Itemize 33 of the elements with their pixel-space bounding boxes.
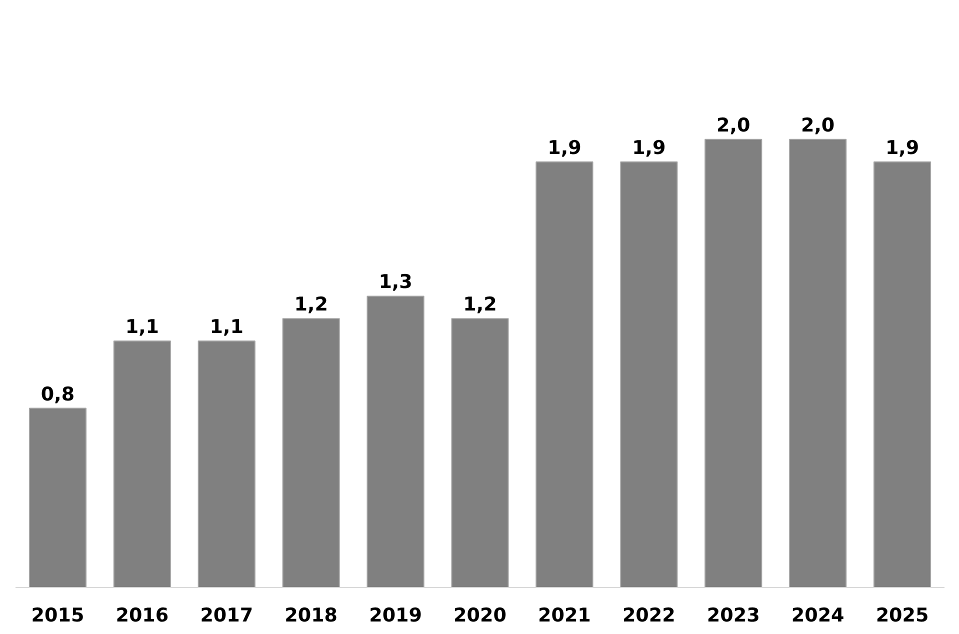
bar: [366, 296, 424, 588]
x-tick-label: 2017: [200, 604, 254, 626]
x-tick-label: 2023: [706, 604, 760, 626]
x-tick-label: 2021: [538, 604, 591, 626]
data-label: 1,2: [294, 294, 328, 316]
data-label: 0,8: [40, 383, 75, 406]
data-label: 1,1: [125, 316, 160, 338]
data-label: 2,0: [716, 114, 750, 136]
x-tick-label: 2024: [791, 604, 844, 626]
data-label: 1,1: [210, 316, 244, 338]
data-label: 1,9: [885, 136, 920, 159]
bar: [282, 318, 340, 588]
bar: [451, 318, 509, 588]
x-tick-label: 2022: [622, 604, 676, 626]
data-label: 1,3: [378, 271, 412, 294]
bar: [198, 340, 256, 588]
bar: [28, 408, 87, 588]
bar: [113, 340, 171, 588]
bar: [536, 161, 594, 588]
x-tick-label: 2019: [369, 604, 422, 626]
x-tick-label: 2025: [876, 604, 929, 626]
data-label: 1,9: [632, 136, 666, 159]
bar: [789, 138, 847, 588]
x-tick-label: 2016: [116, 604, 169, 626]
bar: [704, 138, 762, 588]
bar: [873, 161, 932, 588]
bar: [620, 161, 678, 588]
data-label: 1,2: [463, 294, 497, 316]
data-label: 1,9: [548, 136, 582, 159]
x-tick-label: 2020: [454, 604, 506, 626]
x-tick-label: 2018: [284, 604, 338, 626]
data-label: 2,0: [800, 114, 835, 136]
x-tick-label: 2015: [31, 604, 84, 626]
